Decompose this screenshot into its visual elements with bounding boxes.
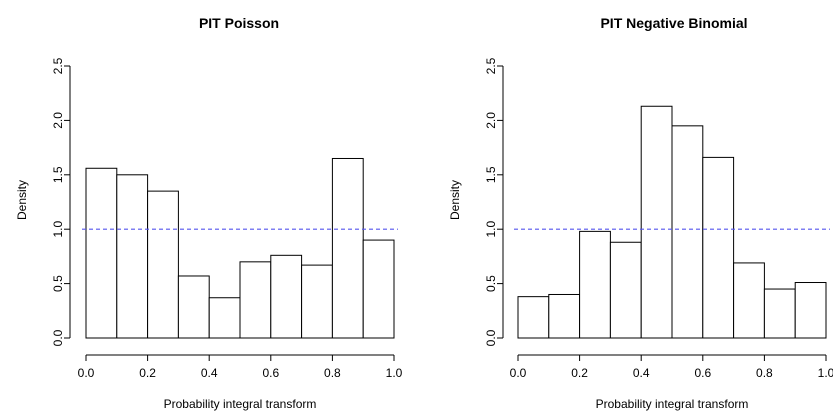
y-tick-label: 1.5 [51, 166, 65, 183]
histogram-bar [85, 167, 118, 339]
y-tick-label: 1.5 [484, 166, 498, 183]
histogram-bar [301, 264, 333, 339]
histogram-bar [517, 296, 550, 339]
histogram-panel-poisson: PIT Poisson 0.0 0.5 1.0 1.5 2.0 2.5 0.0 0.2 0.4 0.… [15, 15, 403, 411]
x-tick-label: 0.2 [571, 366, 588, 380]
histogram-bar [702, 156, 735, 339]
histogram-bar [331, 157, 364, 339]
histogram-bar [671, 125, 704, 339]
histogram-bar [116, 174, 149, 339]
x-axis-label: Probability integral transform [164, 397, 317, 411]
histogram-bar [579, 230, 611, 339]
y-axis-label: Density [448, 180, 462, 220]
y-tick-label: 2.5 [484, 57, 498, 74]
x-tick-label: 0.4 [201, 366, 218, 380]
y-tick-label: 2.0 [484, 112, 498, 129]
histogram-bar [763, 288, 796, 339]
y-tick-label: 0.0 [484, 329, 498, 346]
y-axis-label: Density [15, 180, 29, 220]
y-tick-label: 2.0 [51, 112, 65, 129]
y-tick-label: 0.0 [51, 329, 65, 346]
x-tick-label: 0.6 [262, 366, 279, 380]
x-tick-label: 0.8 [756, 366, 773, 380]
x-tick-label: 0.0 [510, 366, 527, 380]
x-tick-label: 0.0 [78, 366, 95, 380]
histogram-bar [177, 275, 210, 339]
x-tick-label: 0.4 [633, 366, 650, 380]
x-tick-label: 0.8 [324, 366, 341, 380]
histogram-panel-negative-binomial: PIT Negative Binomial 0.0 0.5 1.0 1.5 2.0 2.5 0… [448, 15, 833, 411]
histogram-bar [733, 262, 765, 339]
y-tick-label: 1.0 [51, 221, 65, 238]
histogram-bar [147, 190, 179, 339]
histogram-bar [640, 105, 673, 339]
y-tick-label: 0.5 [51, 275, 65, 292]
histogram-bar [794, 282, 827, 339]
x-tick-label: 0.6 [694, 366, 711, 380]
x-tick-label: 0.2 [139, 366, 156, 380]
y-tick-label: 2.5 [51, 57, 65, 74]
histogram-bar [208, 297, 241, 339]
y-tick-label: 1.0 [484, 221, 498, 238]
chart-title: PIT Poisson [199, 15, 279, 31]
x-tick-label: 1.0 [386, 366, 403, 380]
histogram-bar [239, 261, 272, 339]
chart-title: PIT Negative Binomial [600, 15, 747, 31]
histogram-bar [609, 241, 642, 339]
histogram-bar [270, 254, 303, 339]
histogram-bar [548, 293, 581, 339]
x-axis-label: Probability integral transform [596, 397, 749, 411]
x-tick-label: 1.0 [818, 366, 833, 380]
y-tick-label: 0.5 [484, 275, 498, 292]
histogram-bar [362, 239, 395, 339]
